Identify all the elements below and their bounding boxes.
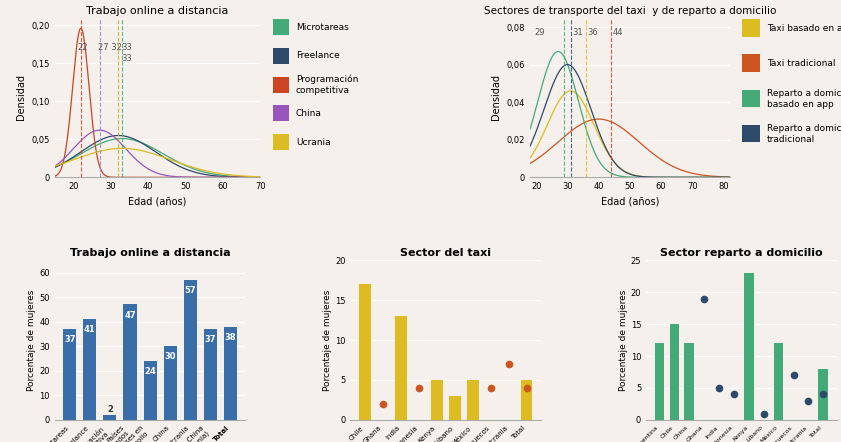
Text: Microtareas: Microtareas (296, 23, 349, 32)
Text: Reparto a domicilio
tradicional: Reparto a domicilio tradicional (767, 125, 841, 144)
Text: 37: 37 (204, 335, 216, 344)
Text: 37: 37 (64, 335, 76, 344)
FancyBboxPatch shape (272, 106, 289, 122)
Bar (669, 324, 680, 420)
Text: 38: 38 (225, 333, 236, 342)
Title: Trabajo online a distancia: Trabajo online a distancia (87, 5, 229, 15)
Bar (467, 380, 479, 420)
Text: 2: 2 (107, 405, 113, 414)
Title: Trabajo online a distancia: Trabajo online a distancia (70, 248, 230, 258)
Text: Taxi tradicional: Taxi tradicional (767, 60, 835, 69)
Text: Programación
competitiva: Programación competitiva (296, 75, 358, 95)
Bar (449, 396, 461, 420)
Text: 36: 36 (588, 27, 599, 37)
Bar (83, 319, 97, 420)
Bar (744, 273, 754, 420)
Text: Ucrania: Ucrania (296, 137, 331, 147)
FancyBboxPatch shape (272, 134, 289, 150)
Text: 27 32: 27 32 (98, 42, 122, 52)
Bar (103, 415, 116, 420)
Bar (395, 316, 407, 420)
X-axis label: Edad (años): Edad (años) (600, 197, 659, 207)
Text: 57: 57 (184, 286, 196, 295)
Bar (521, 380, 532, 420)
Title: Sector reparto a domicilio: Sector reparto a domicilio (660, 248, 822, 258)
Title: Sector del taxi: Sector del taxi (400, 248, 491, 258)
Bar (183, 280, 197, 420)
Text: 24: 24 (144, 367, 156, 376)
Bar (685, 343, 694, 420)
Text: 30: 30 (164, 352, 176, 362)
X-axis label: Edad (años): Edad (años) (129, 197, 187, 207)
Text: Reparto a domicilio
basado en app: Reparto a domicilio basado en app (767, 89, 841, 109)
Text: 22: 22 (77, 42, 87, 52)
Text: 31: 31 (572, 27, 583, 37)
Bar (124, 305, 136, 420)
Bar (774, 343, 784, 420)
Y-axis label: Densidad: Densidad (16, 75, 26, 121)
FancyBboxPatch shape (272, 19, 289, 35)
FancyBboxPatch shape (272, 77, 289, 93)
FancyBboxPatch shape (272, 48, 289, 64)
Text: Taxi basado en app: Taxi basado en app (767, 24, 841, 33)
Title: Sectores de transporte del taxi  y de reparto a domicilio: Sectores de transporte del taxi y de rep… (484, 5, 776, 15)
Bar (654, 343, 664, 420)
Y-axis label: Porcentaje de mujeres: Porcentaje de mujeres (28, 290, 36, 391)
Text: 29: 29 (535, 27, 545, 37)
Y-axis label: Porcentaje de mujeres: Porcentaje de mujeres (619, 290, 628, 391)
Bar (63, 329, 77, 420)
Bar (164, 346, 177, 420)
Text: China: China (296, 109, 322, 118)
FancyBboxPatch shape (742, 19, 760, 37)
Text: 44: 44 (613, 27, 623, 37)
FancyBboxPatch shape (742, 89, 760, 107)
FancyBboxPatch shape (742, 125, 760, 142)
Bar (224, 327, 237, 420)
Text: 47: 47 (124, 311, 135, 320)
Text: Freelance: Freelance (296, 51, 340, 61)
Bar (144, 361, 156, 420)
Bar (818, 369, 828, 420)
Text: 33: 33 (121, 42, 132, 52)
Text: 33: 33 (121, 54, 132, 63)
FancyBboxPatch shape (742, 54, 760, 72)
Bar (359, 284, 371, 420)
Y-axis label: Densidad: Densidad (491, 75, 501, 121)
Bar (204, 329, 217, 420)
Y-axis label: Porcentaje de mujeres: Porcentaje de mujeres (323, 290, 332, 391)
Bar (431, 380, 442, 420)
Text: 41: 41 (84, 325, 96, 334)
